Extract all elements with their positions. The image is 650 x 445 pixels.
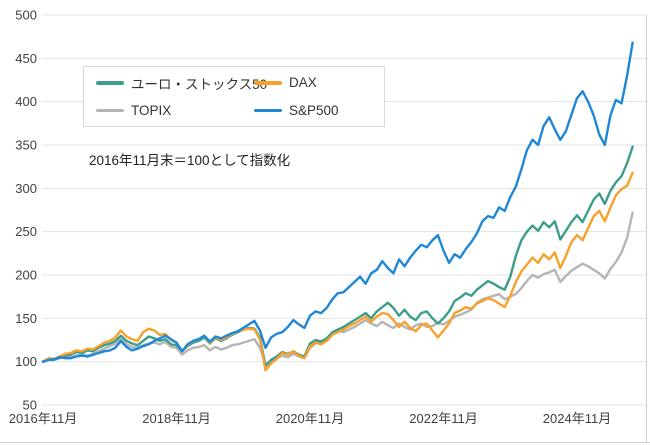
series-line-DAX <box>41 171 634 372</box>
legend-label-topix: TOPIX <box>131 102 172 118</box>
y-tick-label-250: 250 <box>15 224 37 239</box>
legend-item-dax: DAX <box>254 75 384 90</box>
y-tick-label-350: 350 <box>15 138 37 153</box>
legend-label-dax: DAX <box>289 75 317 91</box>
legend-swatch-topix <box>96 108 124 112</box>
series-line-ユーロ・ストックス50 <box>41 145 634 368</box>
x-tick-label-1: 2018年11月 <box>142 411 210 426</box>
index-base-annotation: 2016年11月末＝100として指数化 <box>89 153 291 168</box>
legend-swatch-dax <box>254 81 282 85</box>
y-tick-label-400: 400 <box>15 94 37 109</box>
legend-label-eurostoxx50: ユーロ・ストックス50 <box>131 76 268 92</box>
legend-label-sp500: S&P500 <box>289 102 339 118</box>
legend-item-topix: TOPIX <box>96 103 254 118</box>
x-tick-label-0: 2016年11月 <box>9 411 77 426</box>
y-tick-label-150: 150 <box>15 311 37 326</box>
legend-box: ユーロ・ストックス50 DAX TOPIX S&P500 <box>83 66 385 127</box>
x-tick-label-4: 2024年11月 <box>543 411 611 426</box>
series-line-S&P500 <box>41 41 634 363</box>
legend-item-sp500: S&P500 <box>254 103 384 118</box>
legend-item-eurostoxx50: ユーロ・ストックス50 <box>96 73 267 93</box>
y-tick-label-50: 50 <box>23 398 37 413</box>
legend-swatch-sp500 <box>254 108 282 112</box>
series-line-TOPIX <box>41 211 634 366</box>
y-tick-label-500: 500 <box>15 8 37 23</box>
x-tick-label-2: 2020年11月 <box>276 411 344 426</box>
y-tick-label-100: 100 <box>15 354 37 369</box>
x-tick-label-3: 2022年11月 <box>409 411 477 426</box>
y-tick-label-300: 300 <box>15 181 37 196</box>
y-tick-label-450: 450 <box>15 51 37 66</box>
legend-swatch-eurostoxx50 <box>96 81 124 85</box>
y-tick-label-200: 200 <box>15 268 37 283</box>
